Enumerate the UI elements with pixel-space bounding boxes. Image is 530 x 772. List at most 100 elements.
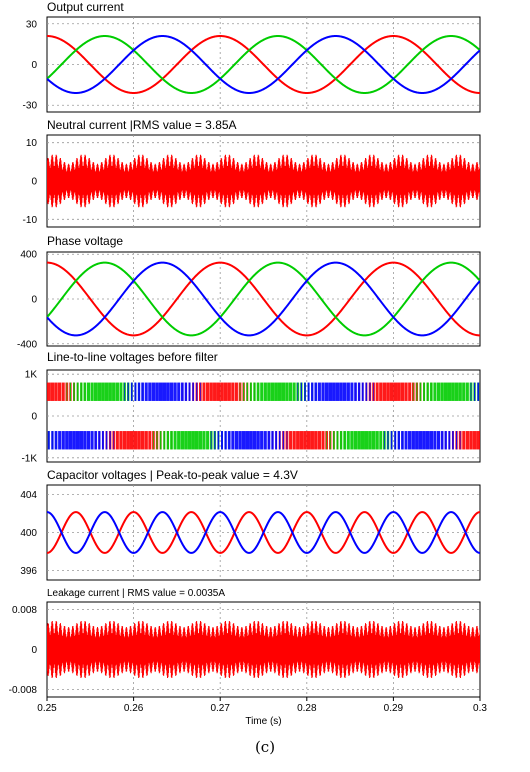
x-tick-label: 0.29 [384, 703, 404, 714]
series-3-pulse [155, 382, 159, 401]
series-1-pulse [205, 382, 210, 401]
series-1-pulse [234, 382, 238, 401]
series-3-pulse [425, 431, 430, 450]
series-3-pulse [387, 431, 389, 450]
series-3-pulse [105, 431, 108, 450]
series-3-pulse [304, 382, 306, 401]
series-1-pulse [303, 431, 307, 450]
series-1-pulse [289, 431, 293, 450]
y-tick-label: -400 [17, 339, 37, 350]
series-3-pulse [124, 382, 125, 401]
series-2-line [47, 261, 480, 337]
series-2-pulse [329, 431, 331, 450]
series-1-pulse [133, 431, 138, 450]
series-3-line [47, 261, 480, 337]
series-2-pulse [270, 382, 275, 401]
series-2-pulse [170, 431, 173, 450]
series-2-pulse [202, 431, 206, 450]
series-2-pulse [153, 431, 154, 450]
series-2-pulse [416, 382, 418, 401]
y-tick-label: 0 [31, 412, 37, 423]
series-3-pulse [101, 431, 104, 450]
series-3-pulse [342, 382, 347, 401]
series-2-pulse [281, 382, 286, 401]
series-3-pulse [346, 382, 350, 401]
series-2-pulse [246, 382, 249, 401]
series-2-pulse [159, 431, 162, 450]
series-1-pulse [397, 382, 401, 401]
series-3-pulse [184, 382, 188, 401]
series-2-pulse [187, 431, 192, 450]
series-2-pulse [436, 382, 441, 401]
series-3-pulse [401, 431, 404, 450]
series-1-line [47, 154, 480, 208]
series-3-pulse [173, 382, 177, 401]
plot-area [47, 261, 480, 337]
series-3-pulse [210, 431, 212, 450]
plot-area [47, 154, 480, 208]
series-2-pulse [119, 382, 123, 401]
series-3-pulse [79, 431, 84, 450]
series-3-pulse [433, 431, 437, 450]
series-2-pulse [443, 382, 448, 401]
series-1-pulse [476, 431, 480, 450]
series-1-pulse [321, 431, 325, 450]
series-3-pulse [221, 431, 223, 450]
series-2-pulse [166, 431, 170, 450]
series-3-pulse [324, 382, 329, 401]
y-tick-label: 0 [31, 295, 37, 306]
series-1-pulse [148, 431, 152, 450]
series-2-pulse [191, 431, 195, 450]
series-3-pulse [444, 431, 447, 450]
series-1-pulse [130, 431, 134, 450]
series-1-pulse [220, 382, 224, 401]
series-1-pulse [299, 431, 304, 450]
series-3-pulse [418, 431, 423, 450]
series-2-pulse [292, 382, 296, 401]
series-1-pulse [54, 382, 58, 401]
series-3-pulse [83, 431, 87, 450]
panel-title: Capacitor voltages | Peak-to-peak value … [47, 468, 298, 482]
series-3-pulse [350, 382, 354, 401]
series-2-pulse [440, 382, 444, 401]
series-2-pulse [249, 382, 252, 401]
series-3-pulse [252, 431, 257, 450]
series-2-pulse [412, 382, 414, 401]
series-3-pulse [335, 382, 340, 401]
series-3-pulse [339, 382, 343, 401]
series-1-pulse [223, 382, 228, 401]
series-1-pulse [126, 431, 130, 450]
series-3-pulse [86, 431, 91, 450]
series-2-pulse [426, 382, 429, 401]
x-tick-label: 0.28 [297, 703, 317, 714]
series-3-pulse [227, 431, 231, 450]
plot-area [47, 35, 480, 94]
series-2-pulse [274, 382, 278, 401]
x-tick-label: 0.25 [37, 703, 57, 714]
series-3-pulse [297, 382, 299, 401]
series-1-pulse [61, 382, 65, 401]
series-1-pulse [306, 431, 311, 450]
series-3-pulse [256, 431, 260, 450]
series-3-pulse [231, 431, 235, 450]
series-3-pulse [321, 382, 325, 401]
series-3-pulse [75, 431, 80, 450]
series-3-pulse [113, 431, 115, 450]
series-2-pulse [357, 431, 361, 450]
series-3-pulse [415, 431, 419, 450]
series-2-pulse [360, 431, 365, 450]
series-1-pulse [379, 382, 383, 401]
series-3-pulse [361, 382, 364, 401]
series-2-pulse [375, 431, 379, 450]
series-1-pulse [213, 382, 217, 401]
series-1-pulse [314, 431, 318, 450]
series-2-pulse [184, 431, 188, 450]
series-3-pulse [90, 431, 94, 450]
series-2-pulse [104, 382, 109, 401]
series-3-pulse [275, 431, 278, 450]
series-2-pulse [343, 431, 347, 450]
y-tick-label: 0 [31, 177, 37, 188]
series-1-pulse [115, 431, 119, 450]
panel-title: Line-to-line voltages before filter [47, 350, 218, 364]
series-1-pulse [137, 431, 141, 450]
